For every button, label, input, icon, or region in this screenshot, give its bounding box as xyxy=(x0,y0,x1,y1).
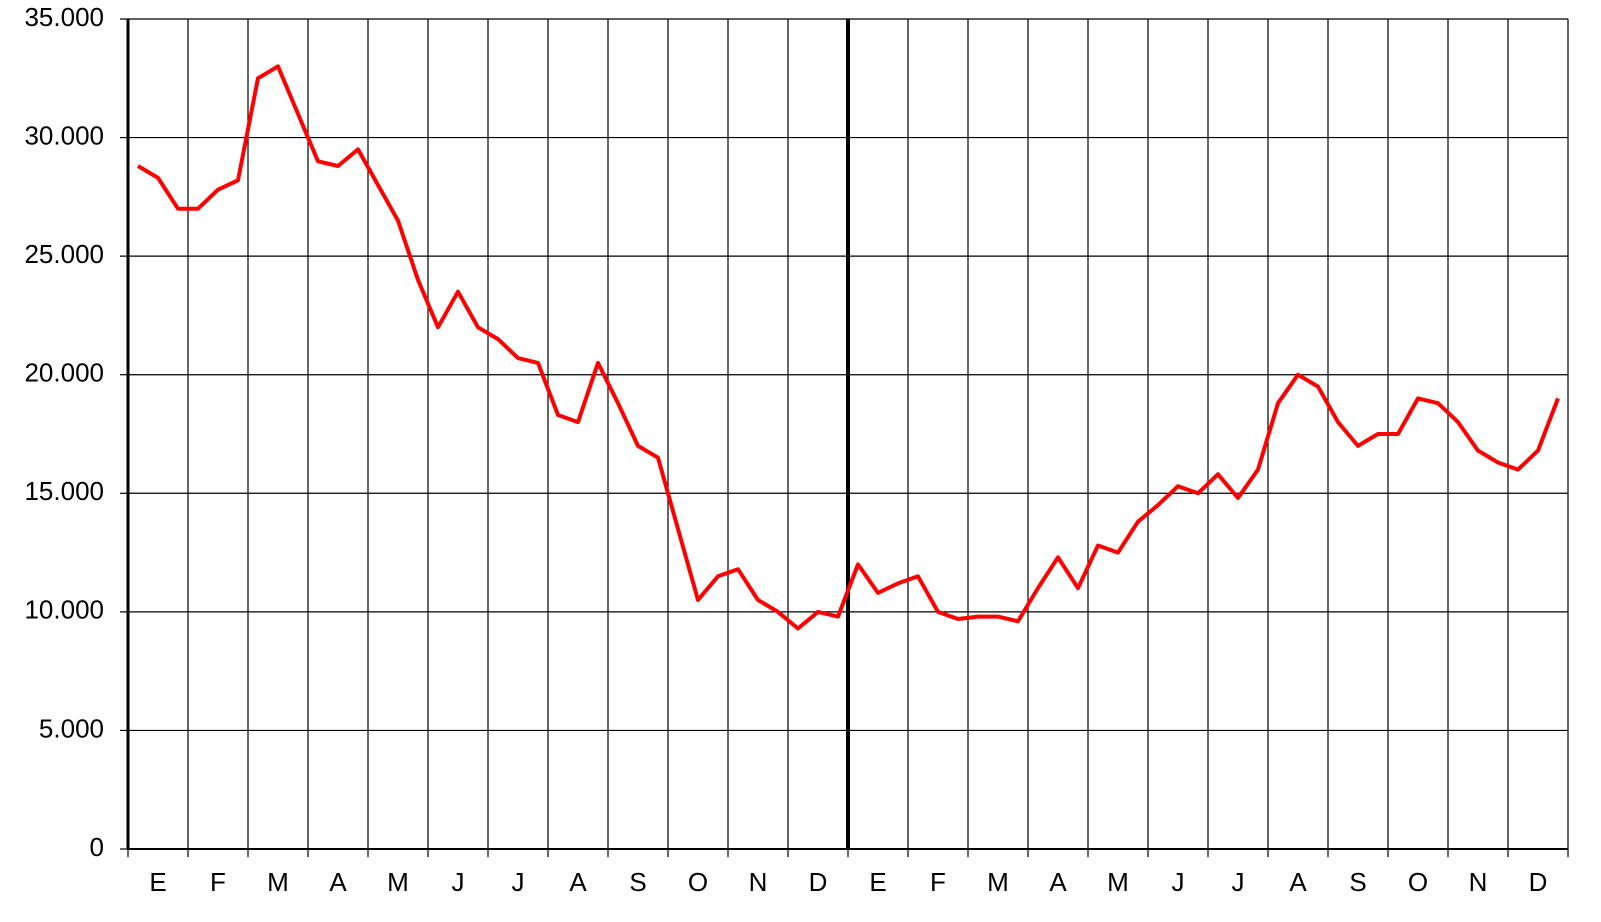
x-tick-label: J xyxy=(1232,867,1245,897)
x-tick-label: D xyxy=(1529,867,1548,897)
x-tick-label: M xyxy=(387,867,409,897)
x-tick-label: A xyxy=(1049,867,1067,897)
y-tick-label: 20.000 xyxy=(24,358,104,388)
data-line xyxy=(136,64,1560,631)
y-tick-label: 0 xyxy=(90,832,104,862)
y-tick-label: 5.000 xyxy=(39,713,104,743)
x-tick-label: S xyxy=(1349,867,1366,897)
y-tick-label: 30.000 xyxy=(24,120,104,150)
x-tick-label: O xyxy=(1408,867,1428,897)
y-tick-label: 35.000 xyxy=(24,2,104,32)
x-tick-label: J xyxy=(1172,867,1185,897)
x-tick-label: M xyxy=(267,867,289,897)
x-tick-label: M xyxy=(987,867,1009,897)
x-tick-label: O xyxy=(688,867,708,897)
x-tick-label: M xyxy=(1107,867,1129,897)
x-tick-label: E xyxy=(149,867,166,897)
y-tick-label: 10.000 xyxy=(24,595,104,625)
x-tick-label: J xyxy=(512,867,525,897)
y-tick-label: 25.000 xyxy=(24,239,104,269)
x-tick-label: E xyxy=(869,867,886,897)
x-tick-label: A xyxy=(329,867,347,897)
x-tick-label: N xyxy=(749,867,768,897)
x-tick-label: A xyxy=(1289,867,1307,897)
x-tick-label: D xyxy=(809,867,828,897)
x-tick-label: F xyxy=(930,867,946,897)
y-tick-label: 15.000 xyxy=(24,476,104,506)
x-tick-label: F xyxy=(210,867,226,897)
x-tick-label: A xyxy=(569,867,587,897)
x-tick-label: S xyxy=(629,867,646,897)
x-tick-label: J xyxy=(452,867,465,897)
x-tick-label: N xyxy=(1469,867,1488,897)
